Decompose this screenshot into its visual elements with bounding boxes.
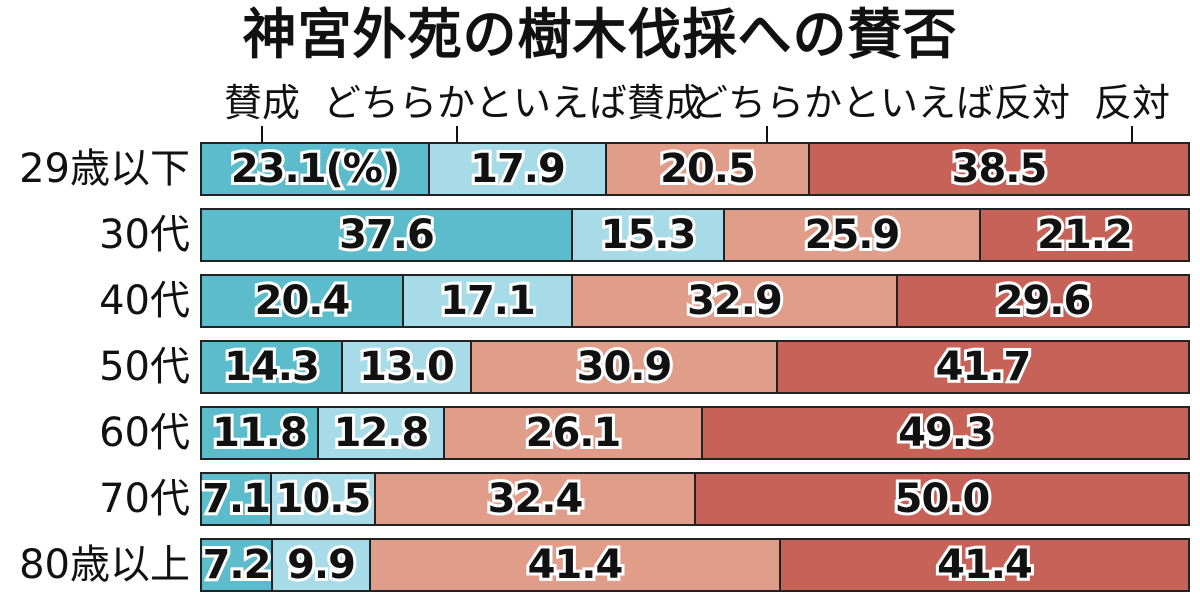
bar-segment: 50.0 — [694, 472, 1190, 526]
legend-label: 賛成 — [223, 81, 301, 125]
data-label: 17.9 — [467, 143, 569, 195]
bar-segment: 32.4 — [374, 472, 696, 526]
data-label: 50.0 — [892, 473, 994, 525]
bar-segment: 7.1 — [199, 472, 274, 526]
data-label: 32.9 — [684, 275, 786, 327]
data-label: 9.9 — [284, 539, 359, 591]
data-label: 32.4 — [485, 473, 587, 525]
bar-segment: 12.8 — [317, 406, 445, 460]
bar-segment: 17.9 — [428, 142, 607, 196]
bar-segment: 25.9 — [723, 208, 981, 262]
legend-tick — [456, 126, 458, 142]
bar-segment: 7.2 — [200, 538, 275, 592]
data-label: 49.3 — [895, 407, 997, 459]
bar-segment: 10.5 — [270, 472, 376, 526]
data-label: 38.5 — [949, 143, 1051, 195]
data-label: 21.2 — [1034, 209, 1136, 261]
data-label: 41.4 — [525, 539, 627, 591]
data-label: 37.6 — [336, 209, 438, 261]
data-label: 14.3 — [221, 341, 323, 393]
bar-segment: 21.2 — [979, 208, 1190, 262]
category-label: 60代 — [99, 410, 190, 456]
bar-segment: 11.8 — [200, 406, 319, 460]
category-label: 30代 — [99, 212, 190, 258]
data-label: 26.1 — [523, 407, 625, 459]
category-label: 80歳以上 — [19, 542, 190, 588]
bar-segment: 41.4 — [369, 538, 781, 592]
data-label: 23.1(%) — [228, 143, 403, 195]
bar-segment: 30.9 — [470, 340, 778, 394]
bar-segment: 23.1(%) — [200, 142, 430, 196]
bar-segment: 26.1 — [443, 406, 703, 460]
category-label: 29歳以下 — [19, 146, 190, 192]
data-label: 41.7 — [933, 341, 1035, 393]
legend-tick — [766, 126, 768, 142]
data-label: 30.9 — [574, 341, 676, 393]
bar-segment: 32.9 — [571, 274, 898, 328]
data-label: 15.3 — [598, 209, 700, 261]
data-label: 29.6 — [993, 275, 1095, 327]
bar-segment: 14.3 — [200, 340, 343, 394]
data-label: 20.5 — [657, 143, 759, 195]
legend-label: どちらかといえば反対 — [689, 81, 1071, 125]
data-label: 10.5 — [273, 473, 375, 525]
data-label: 7.1 — [199, 473, 274, 525]
bar-segment: 20.4 — [200, 274, 404, 328]
data-label: 17.1 — [437, 275, 539, 327]
chart-title: 神宮外苑の樹木伐採への賛否 — [242, 3, 958, 66]
data-label: 41.4 — [934, 539, 1036, 591]
bar-segment: 49.3 — [701, 406, 1190, 460]
data-label: 25.9 — [802, 209, 904, 261]
category-label: 70代 — [99, 476, 190, 522]
data-label: 20.4 — [252, 275, 354, 327]
data-label: 13.0 — [356, 341, 458, 393]
bar-segment: 29.6 — [896, 274, 1190, 328]
category-label: 40代 — [99, 278, 190, 324]
data-label: 12.8 — [331, 407, 433, 459]
bar-segment: 37.6 — [200, 208, 573, 262]
legend-label: 反対 — [1093, 81, 1171, 125]
bar-segment: 9.9 — [271, 538, 371, 592]
bar-segment: 15.3 — [571, 208, 725, 262]
legend-label: どちらかといえば賛成 — [322, 81, 704, 125]
bar-segment: 41.7 — [776, 340, 1190, 394]
legend-tick — [1131, 126, 1133, 142]
bar-segment: 17.1 — [402, 274, 573, 328]
bar-segment: 41.4 — [779, 538, 1190, 592]
bar-segment: 20.5 — [605, 142, 810, 196]
data-label: 11.8 — [209, 407, 311, 459]
bar-segment: 13.0 — [341, 340, 472, 394]
bar-segment: 38.5 — [808, 142, 1190, 196]
legend-tick — [261, 126, 263, 142]
category-label: 50代 — [99, 344, 190, 390]
data-label: 7.2 — [200, 539, 275, 591]
